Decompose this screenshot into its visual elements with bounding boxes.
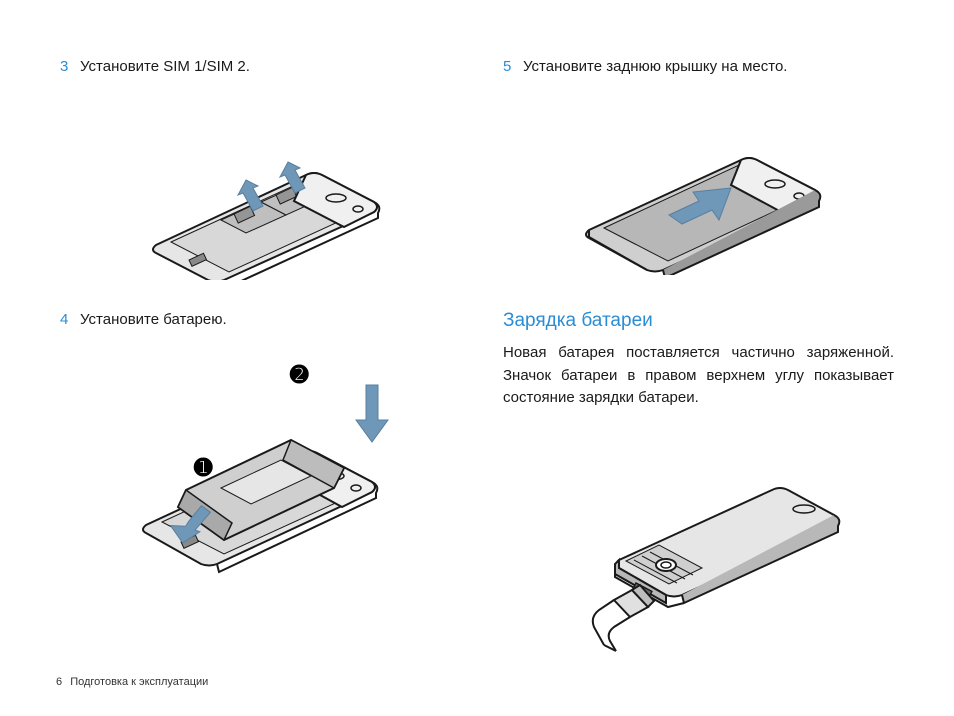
step-number: 4 xyxy=(60,309,72,330)
step-5: 5 Установите заднюю крышку на место. xyxy=(503,56,894,77)
step-number: 5 xyxy=(503,56,515,77)
callout-2: ➋ xyxy=(290,362,308,388)
page-footer: 6 Подготовка к эксплуатации xyxy=(56,676,208,688)
step-4: 4 Установите батарею. xyxy=(60,309,451,330)
step-text: Установите SIM 1/SIM 2. xyxy=(80,56,250,77)
section-body: Новая батарея поставляется частично заря… xyxy=(503,342,894,410)
callout-1: ➊ xyxy=(194,455,212,481)
figure-charging xyxy=(503,440,894,660)
chapter-title: Подготовка к эксплуатации xyxy=(70,676,208,688)
figure-back-cover xyxy=(503,105,894,280)
figure-battery-install: ➊ ➋ xyxy=(60,360,451,590)
page-number: 6 xyxy=(56,676,62,688)
step-3: 3 Установите SIM 1/SIM 2. xyxy=(60,56,451,77)
section-heading: Зарядка батареи xyxy=(503,310,894,332)
step-text: Установите батарею. xyxy=(80,309,227,330)
step-number: 3 xyxy=(60,56,72,77)
figure-sim-install xyxy=(60,105,451,285)
step-text: Установите заднюю крышку на место. xyxy=(523,56,787,77)
